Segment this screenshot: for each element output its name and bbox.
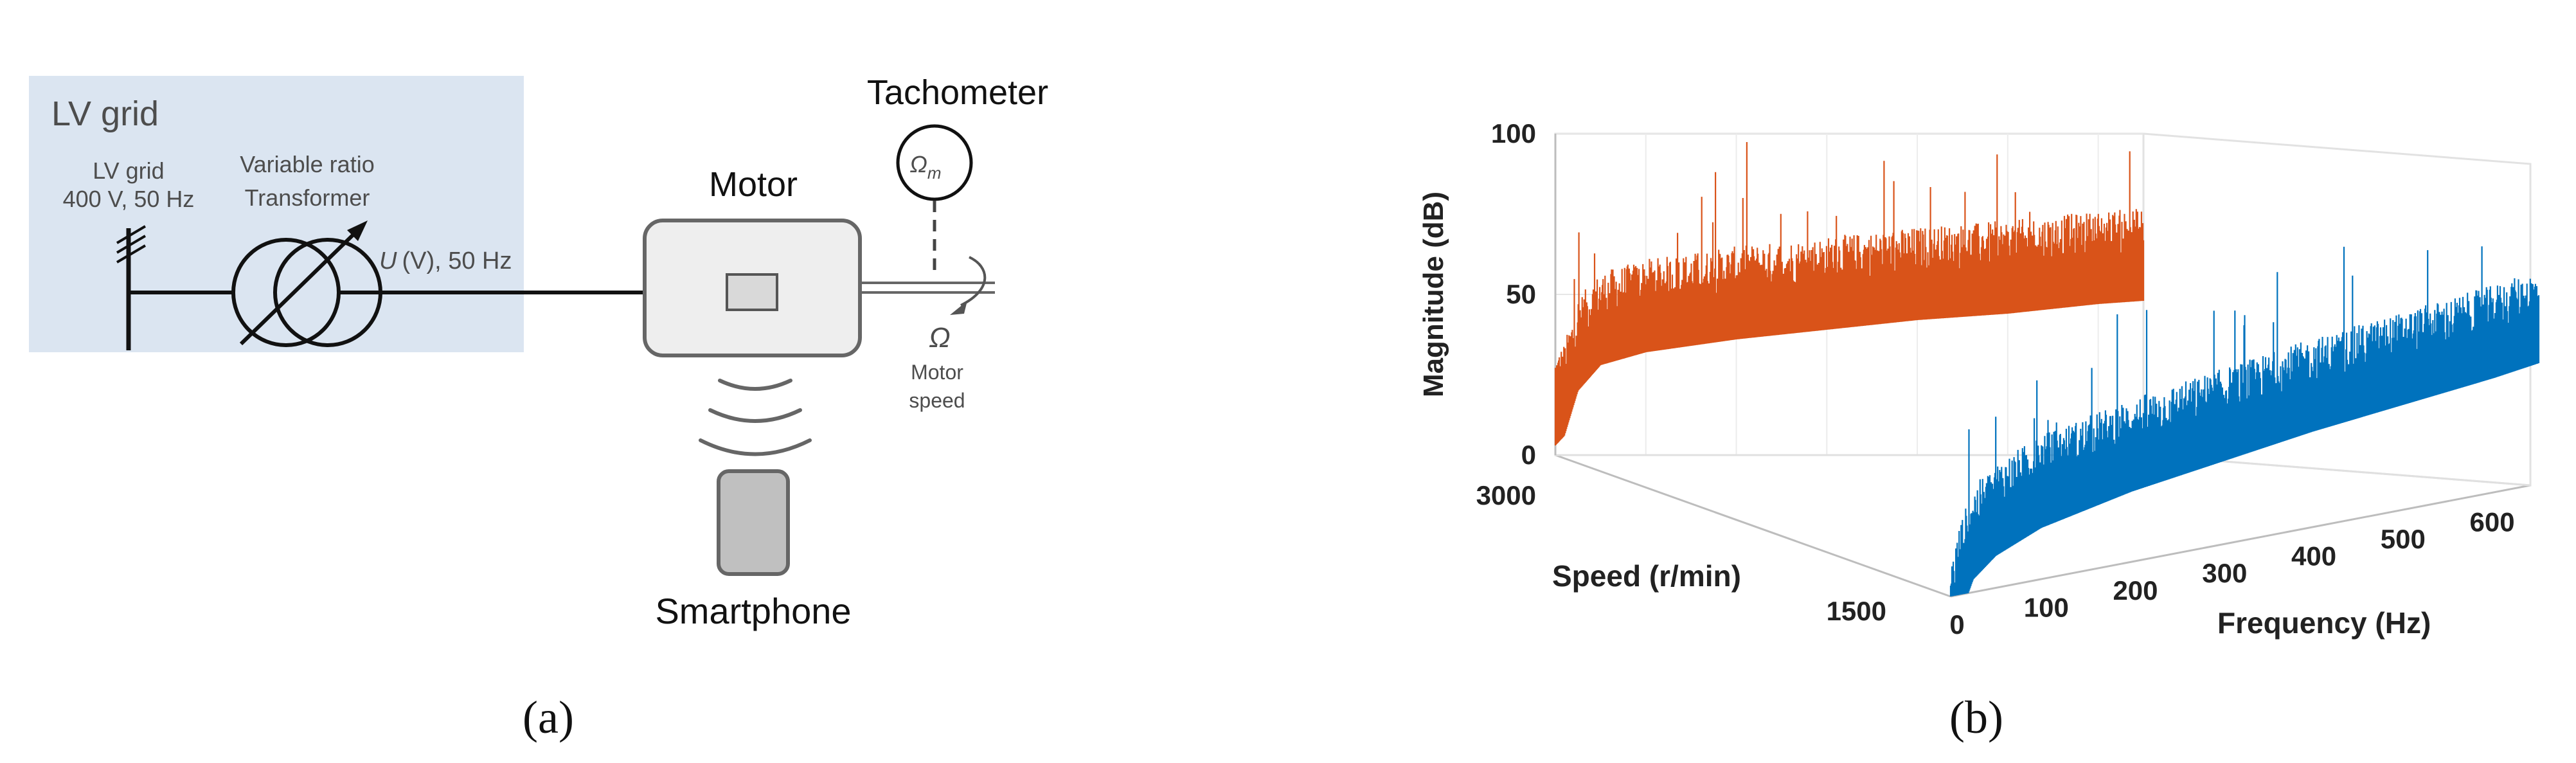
x-tick-label: 400 bbox=[2291, 541, 2336, 571]
z-tick-label: 0 bbox=[1521, 440, 1536, 470]
z-tick-label: 50 bbox=[1506, 279, 1536, 309]
x-tick-label: 300 bbox=[2202, 558, 2247, 588]
x-tick-labels: 0 100 200 300 400 500 600 bbox=[1949, 507, 2514, 640]
transformer-label-line1: Variable ratio bbox=[240, 151, 374, 177]
lv-grid-label-line2: 400 V, 50 Hz bbox=[63, 186, 195, 212]
z-tick-label: 100 bbox=[1491, 118, 1536, 148]
x-tick-label: 200 bbox=[2113, 575, 2158, 606]
x-tick-label: 600 bbox=[2470, 507, 2515, 537]
panel-b-chart: 100 50 0 Magnitude (dB) 3000 1500 Speed … bbox=[1418, 118, 2540, 743]
x-tick-label: 0 bbox=[1949, 609, 1964, 640]
transformer-label-line2: Transformer bbox=[245, 184, 370, 211]
smartphone-label: Smartphone bbox=[655, 591, 851, 631]
smartphone-icon bbox=[717, 469, 790, 576]
sound-waves-icon bbox=[699, 379, 812, 456]
voltage-label: U (V), 50 Hz bbox=[379, 247, 512, 274]
z-axis-label: Magnitude (dB) bbox=[1418, 192, 1449, 397]
x-tick-label: 500 bbox=[2381, 524, 2426, 554]
tachometer-label: Tachometer bbox=[867, 73, 1048, 112]
motor-speed-symbol: Ω bbox=[929, 322, 950, 354]
chart-series bbox=[1554, 142, 2540, 597]
panel-a-caption: (a) bbox=[523, 692, 574, 743]
y-tick-label: 3000 bbox=[1476, 480, 1536, 510]
motor-shaft bbox=[860, 282, 995, 294]
tachometer-gauge bbox=[896, 124, 973, 201]
series-1500-trace bbox=[1949, 246, 2540, 597]
lv-grid-label-line1: LV grid bbox=[93, 157, 164, 184]
motor-label: Motor bbox=[709, 165, 798, 204]
three-phase-marks bbox=[116, 225, 147, 264]
rotation-arrow-icon bbox=[960, 256, 987, 307]
tachometer-symbol: Ωm bbox=[909, 151, 941, 183]
x-axis-label: Frequency (Hz) bbox=[2217, 606, 2431, 640]
y-tick-labels: 3000 1500 bbox=[1476, 480, 1886, 626]
panel-b-caption: (b) bbox=[1949, 692, 2003, 743]
transformer-icon bbox=[231, 220, 382, 347]
series-3000-trace bbox=[1554, 142, 2145, 445]
panel-a-diagram: LV grid LV grid 400 V, 50 Hz Variable ra… bbox=[29, 73, 1048, 743]
y-tick-label: 1500 bbox=[1827, 596, 1886, 626]
x-tick-label: 100 bbox=[2024, 592, 2069, 622]
y-axis-label: Speed (r/min) bbox=[1552, 559, 1741, 593]
motor-speed-label-line2: speed bbox=[909, 389, 965, 412]
motor-speed-label-line1: Motor bbox=[911, 361, 963, 384]
lv-grid-box-title: LV grid bbox=[51, 94, 159, 133]
z-tick-labels: 100 50 0 bbox=[1491, 118, 1536, 470]
rotation-arrow-head-icon bbox=[950, 301, 967, 315]
motor-terminal bbox=[726, 273, 778, 311]
